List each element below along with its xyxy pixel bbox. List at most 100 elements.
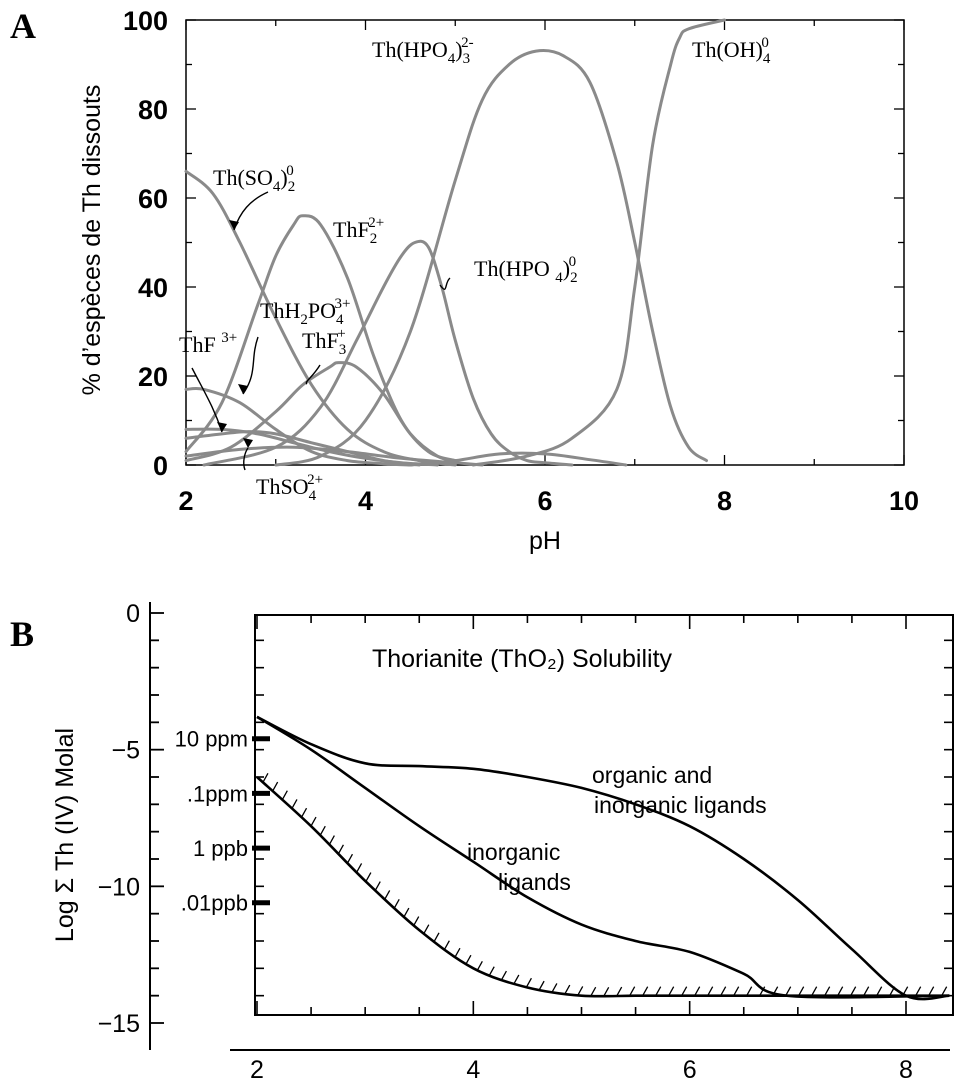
series-line-th-hpo4-2-0 [202, 239, 574, 467]
series-line-thf2-2-minor [184, 445, 484, 467]
species-label-thf3: ThF3+ [302, 326, 346, 358]
panel-b-ticks [150, 612, 953, 1051]
panel-b-hatch-mark [356, 863, 363, 873]
panel-b-hatch-mark [310, 816, 317, 827]
panel-a-x-axis-label: pH [529, 527, 561, 555]
panel-a-y-tick-label: 100 [123, 6, 168, 36]
series-line-th-hpo4-3-2 [274, 48, 708, 467]
panel-a-y-tick-label: 20 [138, 362, 168, 392]
panel-a-y-tick-label: 0 [153, 451, 168, 481]
panel-a-annotation-arrows [191, 191, 451, 471]
panel-b-hatch-mark [941, 986, 948, 997]
panel-b-hatch-mark [564, 984, 571, 995]
panel-b-hatch-mark [538, 980, 545, 991]
panel-b-x-tick-label: 6 [683, 1056, 697, 1081]
panel-b-hatch-mark [720, 986, 727, 997]
species-label-thf-3: ThF 3+ [179, 330, 237, 357]
panel-b-hatch-mark [694, 986, 701, 997]
panel-b-hatch-mark [928, 986, 935, 997]
panel-b-hatch-mark [328, 835, 335, 845]
panel-b-hatch-mark [577, 986, 584, 996]
panel-b-curve-label-inorganic-2: ligands [498, 869, 571, 895]
panel-b-hatch-mark [374, 881, 381, 891]
panel-b-frame [254, 614, 954, 1016]
panel-a-arrowhead [238, 384, 248, 394]
panel-b-hatch-mark [551, 983, 558, 993]
panel-b-hatch-mark [476, 961, 483, 971]
panel-b-hatch-mark [365, 872, 372, 882]
panel-a-y-tick-label: 40 [138, 273, 168, 303]
panel-b-hatch-mark [668, 986, 675, 997]
panel-b-curve-label-organic-2: inorganic ligands [594, 792, 767, 818]
panel-b-x-tick-label: 8 [899, 1056, 913, 1081]
panel-b-hatch-mark [707, 986, 714, 997]
panel-b-hatch-mark [733, 986, 740, 997]
panel-b-hatch-mark [525, 977, 532, 988]
panel-a-arrowhead [229, 220, 239, 230]
species-label-th-hpo4-2-0: Th(HPO 4)20 [474, 254, 578, 286]
panel-a-pointer-arrow [243, 447, 249, 471]
panel-b-hatch-mark [811, 986, 818, 997]
panel-a-x-tick-label: 8 [717, 486, 732, 516]
panel-b-title: Thorianite (ThO₂) Solubility [372, 645, 673, 673]
panel-b-hatch-mark [300, 807, 308, 818]
panel-a-pointer-arrow [439, 277, 451, 290]
panel-b-curves [256, 715, 950, 1001]
panel-a-ticks [185, 19, 905, 466]
panel-b-hatch-mark [889, 986, 896, 997]
panel-b-hatch-mark [384, 890, 391, 900]
panel-b-y-axis-label: Log Σ Th (IV) Molal [51, 728, 79, 942]
panel-b-hatch-mark [603, 986, 610, 997]
panel-b-x-tick-label: 4 [466, 1056, 480, 1081]
panel-a-arrowhead [243, 438, 253, 448]
panel-b-hatch-mark [902, 986, 909, 997]
panel-b-hatch-mark [465, 954, 472, 965]
series-line-th-oh-4-0 [471, 18, 726, 467]
panel-b-letter: B [10, 614, 34, 654]
panel-b-y-tick-label: −10 [98, 873, 140, 901]
panel-b-concentration-label: 1 ppb [193, 836, 248, 861]
species-label-th-oh-4-0: Th(OH)40 [692, 35, 771, 67]
species-label-th-hpo4-3-2: Th(HPO4)32- [372, 35, 474, 67]
species-label-thso4-2: ThSO42+ [256, 472, 323, 504]
panel-a-species-labels: Th(SO4)20 ThF22+ Th(HPO4)32- Th(OH)40 Th(HPO… [179, 35, 771, 504]
series-line-thorianite-solubility [256, 776, 950, 998]
panel-b-hatch-mark [423, 924, 430, 935]
panel-b-hatch-mark [500, 970, 507, 981]
panel-b-hatch-mark [850, 986, 857, 997]
panel-b-hatch-mark [319, 825, 326, 836]
panel-b-y-tick-label: −15 [98, 1010, 140, 1038]
panel-b-hatch-mark [837, 986, 844, 997]
panel-b-solubility-hatching [262, 773, 948, 997]
panel-b-hatch-mark [337, 844, 344, 855]
panel-a-x-tick-label: 6 [537, 486, 552, 516]
panel-b-hatch-mark [262, 773, 269, 783]
panel-b-hatch-mark [488, 966, 495, 976]
panel-b-tick-labels: 2 4 6 8 0 −5 −10 −15 [98, 600, 913, 1081]
panel-b-concentration-label: .1ppm [187, 781, 248, 806]
panel-b-concentration-label: .01ppb [181, 891, 248, 916]
series-line-thso4-2 [184, 430, 421, 467]
panel-b-hatch-mark [863, 986, 870, 997]
panel-b-hatch-mark [785, 986, 792, 997]
panel-b-hatch-mark [642, 986, 649, 997]
panel-b-x-tick-label: 2 [250, 1056, 264, 1081]
panel-b-hatch-mark [433, 932, 440, 943]
species-label-th-so4-2-0: Th(SO4)20 [213, 163, 295, 195]
panel-b-hatch-mark [291, 799, 298, 809]
panel-b-hatch-mark [759, 986, 766, 997]
panel-a-x-tick-label: 10 [889, 486, 919, 516]
panel-b-hatch-mark [772, 986, 779, 997]
panel-b-hatch-mark [454, 947, 461, 958]
panel-b-hatch-mark [824, 986, 831, 997]
panel-b-y-tick-label: 0 [126, 600, 140, 628]
panel-b-hatch-mark [876, 986, 883, 997]
species-label-thh2po4-3: ThH2PO43+ [260, 296, 350, 328]
panel-a-x-tick-label: 2 [178, 486, 193, 516]
panel-a-y-tick-label: 80 [138, 95, 168, 125]
panel-a-curves [184, 18, 726, 467]
panel-a-letter: A [10, 6, 36, 46]
panel-b-hatch-mark [915, 986, 922, 997]
panel-b-hatch-mark [443, 940, 450, 950]
